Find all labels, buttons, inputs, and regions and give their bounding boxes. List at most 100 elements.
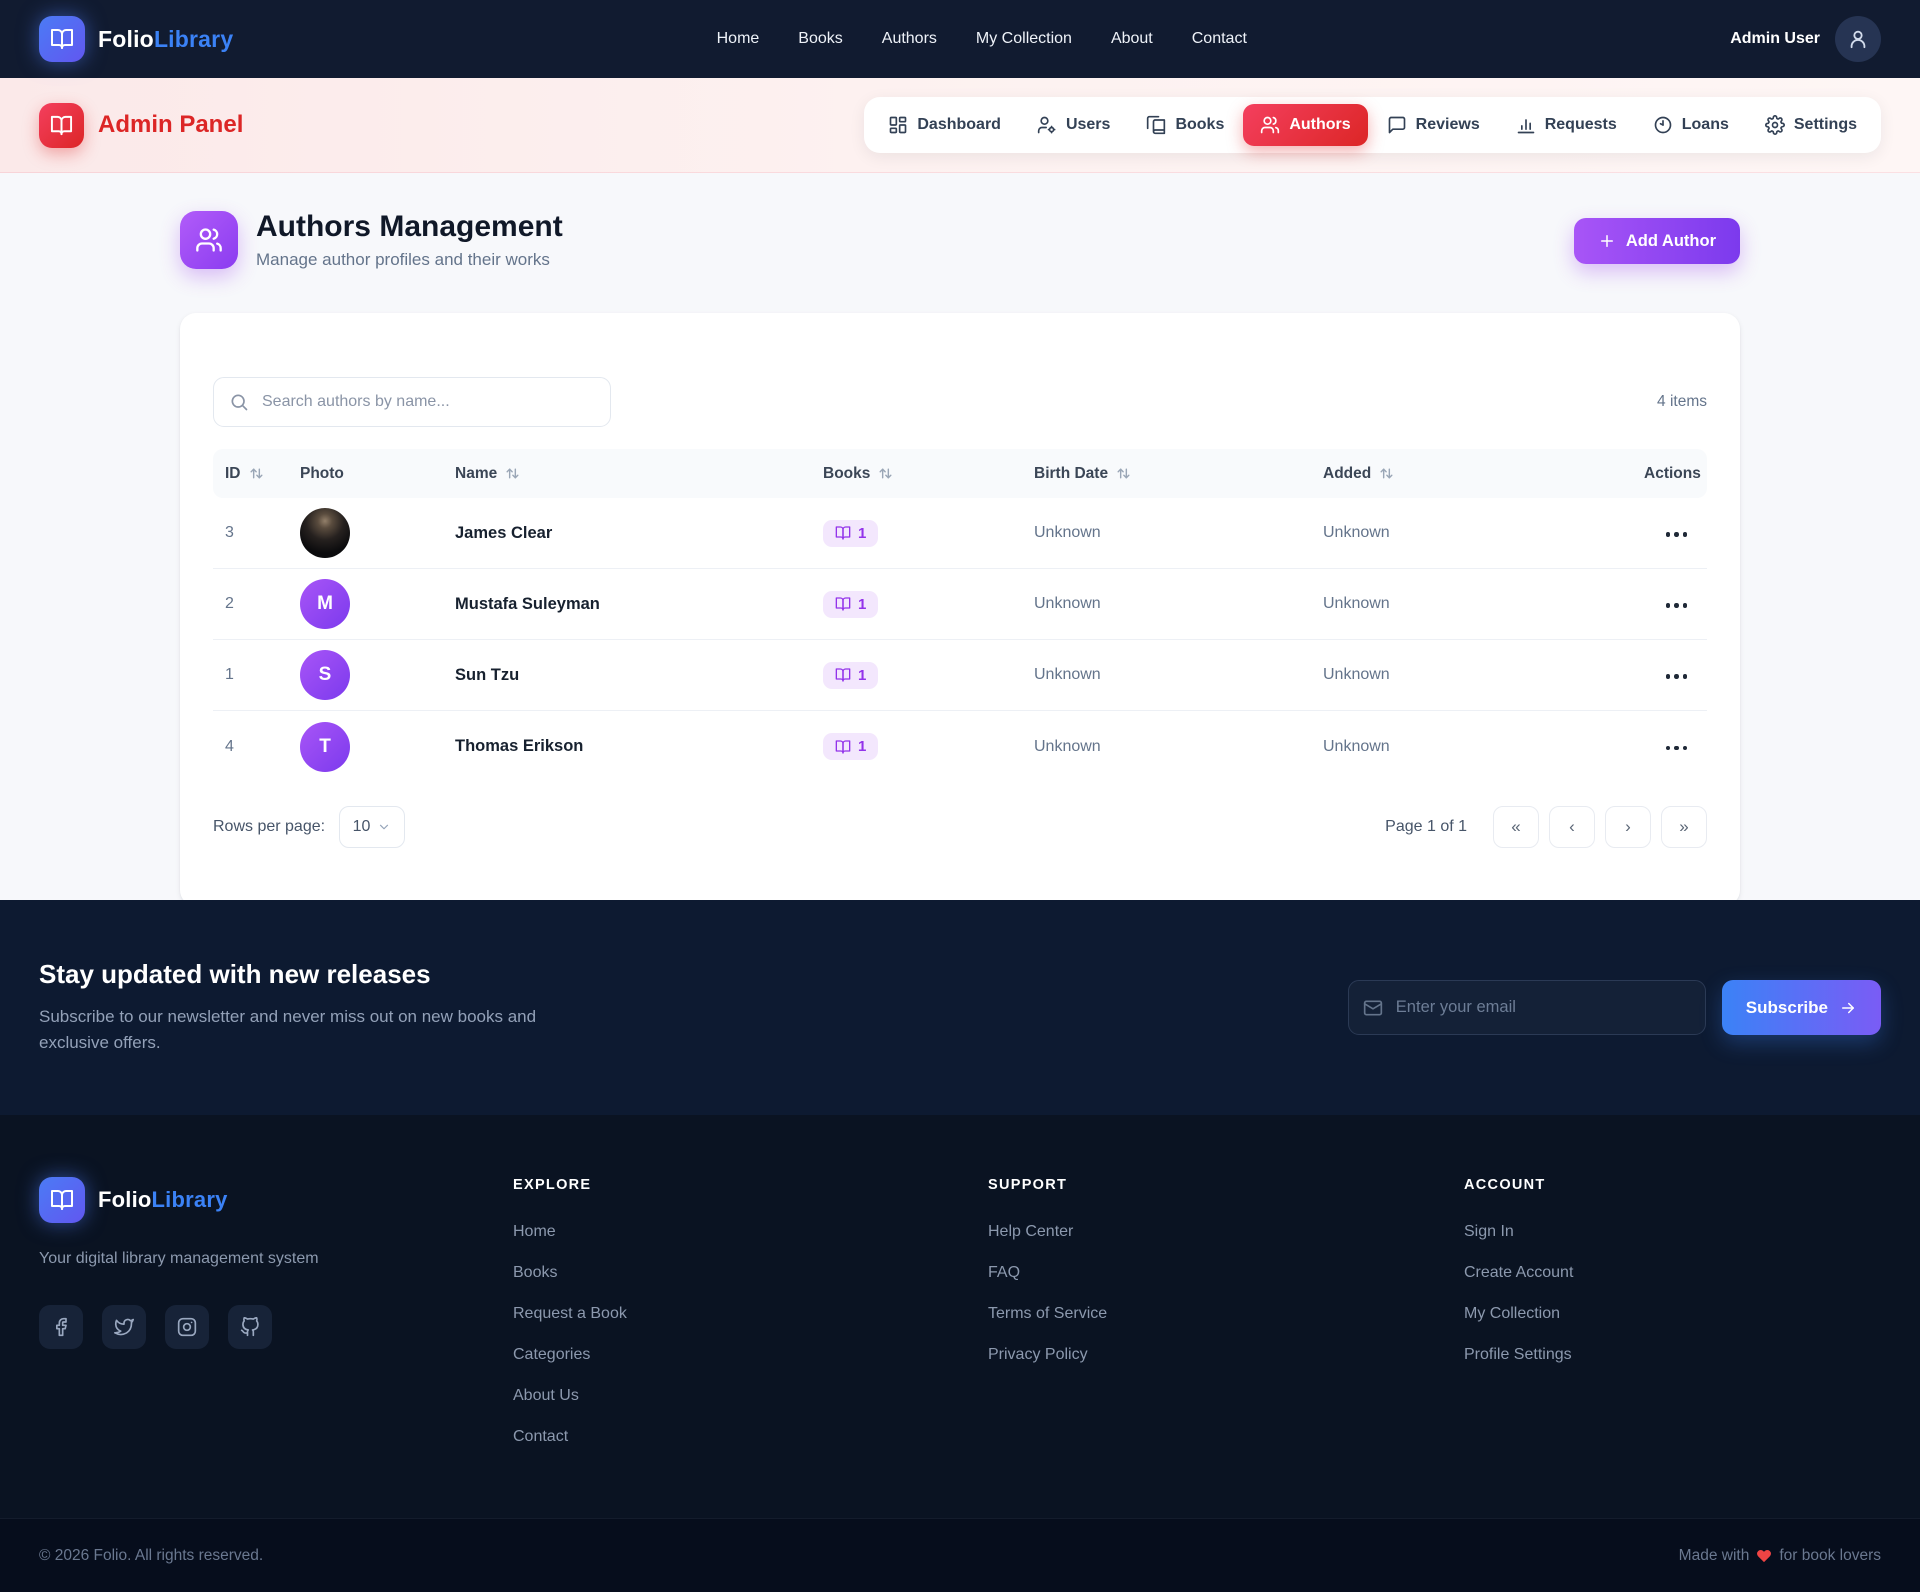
footer-link-sign-in[interactable]: Sign In [1464,1223,1514,1240]
cell-birth-date: Unknown [1034,524,1101,541]
tab-authors[interactable]: Authors [1243,104,1368,146]
books-count-badge: 1 [823,661,879,689]
tab-settings[interactable]: Settings [1748,104,1874,146]
column-header-books[interactable]: Books [811,465,1022,483]
previous-page-button[interactable]: ‹ [1549,806,1595,848]
add-author-button[interactable]: Add Author [1573,218,1740,264]
footer: FolioLibrary Your digital library manage… [0,1115,1920,1518]
cell-added: Unknown [1323,524,1390,541]
user-name: Admin User [1730,30,1820,47]
nav-link-books[interactable]: Books [798,30,843,47]
rows-per-page-label: Rows per page: [213,818,326,835]
footer-link-privacy-policy[interactable]: Privacy Policy [988,1346,1088,1363]
users-icon [1260,115,1280,135]
footer-link-create-account[interactable]: Create Account [1464,1264,1574,1281]
footer-link-faq[interactable]: FAQ [988,1264,1021,1281]
footer-link-books[interactable]: Books [513,1264,558,1281]
tab-label: Requests [1544,116,1617,133]
admin-panel-title: Admin Panel [98,111,244,138]
sort-icon [1115,465,1132,482]
avatar-letter: M [317,593,333,614]
last-page-button[interactable]: » [1661,806,1707,848]
nav-link-contact[interactable]: Contact [1191,30,1247,47]
column-header-birth-date[interactable]: Birth Date [1022,465,1311,483]
column-header-name[interactable]: Name [443,465,811,483]
cell-name: Sun Tzu [455,665,520,684]
book-open-icon [50,1188,74,1212]
search-input[interactable] [213,377,611,427]
dashboard-icon [888,115,908,135]
footer-list-item: Request a Book [513,1305,988,1323]
footer-link-request-a-book[interactable]: Request a Book [513,1305,627,1322]
admin-panel-icon-box [39,102,84,148]
tab-requests[interactable]: Requests [1499,104,1634,146]
subscribe-button[interactable]: Subscribe [1721,980,1881,1035]
tab-loans[interactable]: Loans [1636,104,1746,146]
footer-link-categories[interactable]: Categories [513,1346,591,1363]
social-links [39,1305,513,1349]
tab-users[interactable]: Users [1020,104,1127,146]
cell-added: Unknown [1323,595,1390,612]
column-label: Name [455,464,498,482]
nav-link-about[interactable]: About [1110,30,1153,47]
cell-id: 1 [225,666,234,683]
footer-link-about-us[interactable]: About Us [513,1387,579,1404]
footer-link-terms-of-service[interactable]: Terms of Service [988,1305,1108,1322]
user-menu[interactable]: Admin User [1730,16,1881,62]
rows-per-page-select[interactable]: 10 [339,806,406,848]
table-row: 4 T Thomas Erikson 1 Unknown Unknown [213,711,1707,782]
cell-books: 1 [811,519,1022,547]
newsletter-subtitle: Subscribe to our newsletter and never mi… [39,1006,537,1052]
items-count: 4 items [1657,393,1707,410]
footer-logo-box [39,1177,85,1223]
cell-added: Unknown [1323,737,1390,755]
github-link[interactable] [228,1305,272,1349]
footer-link-help-center[interactable]: Help Center [988,1223,1074,1240]
tab-label: Dashboard [917,116,1001,133]
column-header-added[interactable]: Added [1311,465,1632,483]
footer-list-item: Create Account [1464,1264,1881,1282]
search-icon [229,392,249,412]
books-count-badge: 1 [823,733,879,760]
chevron-left-icon: ‹ [1569,817,1575,836]
footer-brand-logo[interactable]: FolioLibrary [39,1177,513,1223]
instagram-link[interactable] [165,1305,209,1349]
nav-link-home[interactable]: Home [716,30,760,47]
avatar[interactable] [1835,16,1881,62]
nav-links: Home Books Authors My Collection About Contac… [233,30,1730,48]
row-actions-button[interactable] [1660,740,1694,757]
footer-link-contact[interactable]: Contact [513,1428,569,1445]
cell-id: 4 [225,737,234,755]
tab-dashboard[interactable]: Dashboard [871,104,1018,146]
tab-books[interactable]: Books [1129,104,1241,146]
nav-link-my-collection[interactable]: My Collection [975,30,1072,47]
made-with-suffix: for book lovers [1779,1546,1881,1564]
twitter-link[interactable] [102,1305,146,1349]
column-label: Actions [1644,464,1701,482]
facebook-icon [51,1317,71,1337]
footer-link-home[interactable]: Home [513,1223,556,1240]
sort-icon [877,465,894,482]
column-header-id[interactable]: ID [213,465,288,483]
made-with-love: Made with for book lovers [1679,1547,1881,1565]
row-actions-button[interactable] [1660,668,1694,685]
footer-link-profile-settings[interactable]: Profile Settings [1464,1346,1572,1363]
cell-added: Unknown [1323,666,1390,683]
next-page-button[interactable]: › [1605,806,1651,848]
email-input[interactable] [1347,980,1706,1035]
tab-reviews[interactable]: Reviews [1370,104,1497,146]
footer-brand-primary: Folio [98,1187,152,1212]
facebook-link[interactable] [39,1305,83,1349]
admin-tabs: Dashboard Users Books Authors Reviews Request… [864,97,1881,153]
sort-icon [248,465,265,482]
main-content: Authors Management Manage author profile… [0,173,1920,906]
first-page-button[interactable]: « [1493,806,1539,848]
brand-logo[interactable]: FolioLibrary [39,16,233,62]
heart-icon [1756,1548,1772,1564]
footer-link-my-collection[interactable]: My Collection [1464,1305,1561,1322]
footer-tagline: Your digital library management system [39,1250,319,1267]
row-actions-button[interactable] [1660,526,1694,543]
footer-link-list: Help Center FAQ Terms of Service Privacy Po… [988,1223,1464,1364]
row-actions-button[interactable] [1660,597,1694,614]
nav-link-authors[interactable]: Authors [881,30,937,47]
